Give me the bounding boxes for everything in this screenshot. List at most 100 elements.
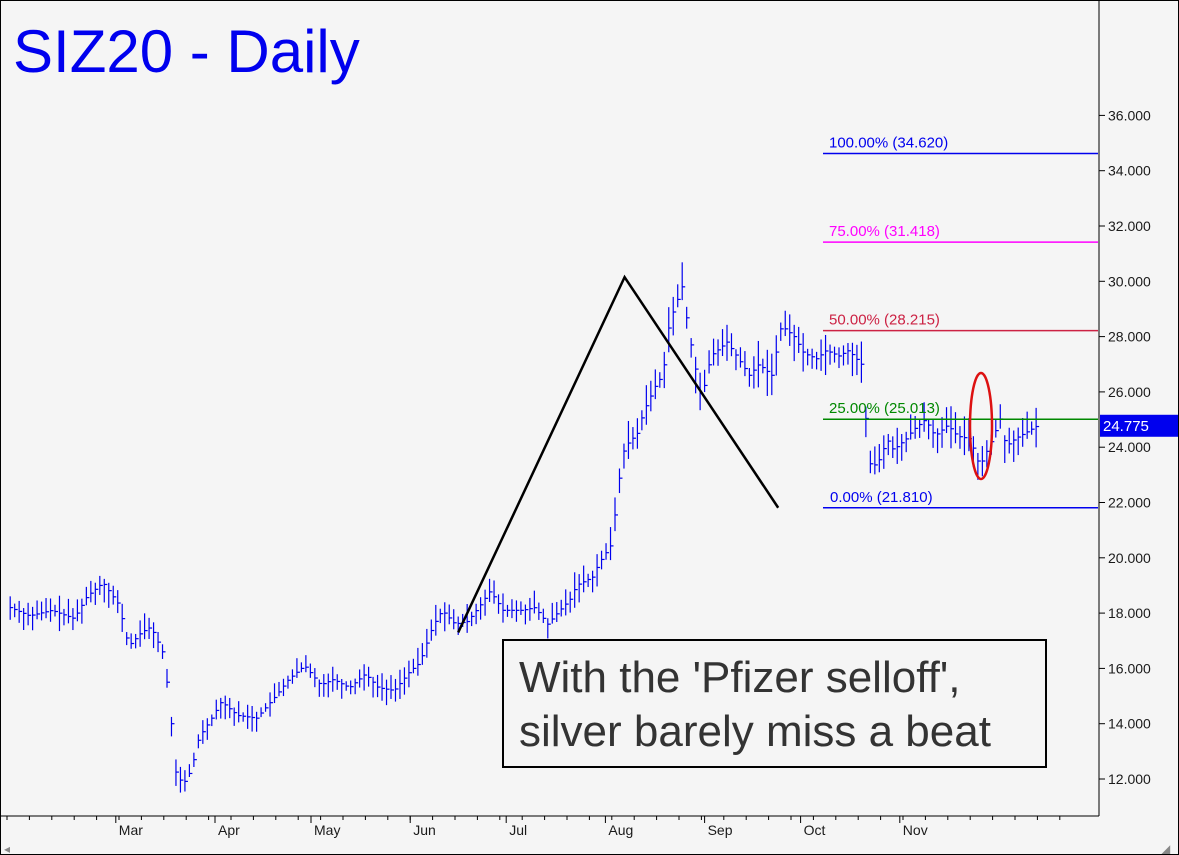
price-bar <box>547 618 551 639</box>
price-bar <box>681 262 686 301</box>
price-bar <box>659 372 663 388</box>
price-bar <box>18 600 23 623</box>
price-bar <box>282 678 287 697</box>
price-bar <box>471 611 475 627</box>
price-bar <box>233 707 238 726</box>
price-bar <box>188 764 193 778</box>
price-bar <box>157 631 162 653</box>
price-bar <box>412 658 417 674</box>
price-bar <box>215 699 220 720</box>
annotation-line-1: With the 'Pfizer selloff', <box>519 653 960 702</box>
y-axis-ticks: 12.000 14.000 16.000 18.000 20.000 22.000 24.0… <box>1099 107 1151 787</box>
price-bar <box>493 580 498 604</box>
price-bar <box>309 663 314 678</box>
price-bar <box>99 575 103 595</box>
price-bar <box>117 590 121 614</box>
price-bar <box>152 622 157 649</box>
price-bar <box>641 410 645 431</box>
annotation-frame <box>502 639 1047 768</box>
price-bar <box>775 335 780 376</box>
last-price-badge-bg <box>1100 414 1178 437</box>
price-bar <box>748 367 753 387</box>
price-bar <box>569 591 574 613</box>
scrollbar[interactable]: ◂ ◢ <box>1 841 1179 855</box>
price-bar <box>359 669 363 688</box>
price-bar <box>838 347 842 369</box>
price-bar <box>336 674 341 690</box>
fib-lines-group: 100.00% (34.620) 75.00% (31.418) 50.00% (2… <box>823 135 1098 509</box>
price-bar <box>58 595 63 632</box>
price-bar <box>381 673 386 701</box>
price-bar <box>820 339 825 371</box>
price-bar <box>632 427 636 450</box>
scroll-left-icon[interactable]: ◂ <box>4 842 10 855</box>
price-bar <box>511 599 515 619</box>
price-bar <box>905 431 910 453</box>
x-tick-label: Aug <box>608 822 633 838</box>
price-bar <box>466 603 471 633</box>
price-bar <box>63 608 67 626</box>
price-bar <box>9 596 14 620</box>
price-bar <box>730 333 735 357</box>
resize-grip-icon[interactable]: ◢ <box>1161 842 1171 855</box>
price-bar <box>14 603 18 618</box>
price-bar <box>636 418 641 449</box>
price-bar <box>766 349 771 396</box>
price-bar <box>565 589 569 616</box>
price-bar <box>497 594 502 614</box>
price-bar <box>363 664 368 691</box>
price-bar <box>376 674 381 698</box>
price-bar <box>242 712 247 722</box>
price-bar <box>112 585 117 605</box>
price-bar <box>144 613 148 640</box>
price-bar <box>703 369 708 393</box>
scrollbar-track[interactable] <box>1 841 1179 855</box>
price-bar <box>341 678 345 699</box>
price-bar <box>954 412 959 444</box>
price-bar <box>789 314 793 346</box>
price-bar <box>121 603 126 632</box>
x-tick-label: Jul <box>509 822 527 838</box>
x-tick-label: Apr <box>218 822 240 838</box>
price-bar <box>54 604 58 617</box>
price-bar <box>202 720 206 744</box>
y-tick-label: 12.000 <box>1108 771 1151 787</box>
price-bar <box>40 601 45 621</box>
chart-title: SIZ20 - Daily <box>13 18 360 85</box>
y-tick-label: 14.000 <box>1108 716 1151 732</box>
price-bar <box>892 436 896 458</box>
price-bar <box>318 679 323 697</box>
price-bar <box>103 578 108 603</box>
price-bar <box>126 632 130 646</box>
price-bar <box>753 356 757 389</box>
price-bar <box>130 633 135 649</box>
price-bar <box>677 284 681 308</box>
price-bar <box>726 324 730 361</box>
price-bar <box>663 351 668 389</box>
price-bar <box>81 598 85 624</box>
price-bar <box>444 602 448 632</box>
price-bar <box>32 606 36 631</box>
price-bar <box>878 444 883 473</box>
price-bar <box>224 695 229 720</box>
price-bar <box>784 310 789 337</box>
price-bar <box>847 343 851 365</box>
price-bar <box>502 593 506 623</box>
price-bar <box>815 351 820 370</box>
price-bar <box>296 658 300 678</box>
y-tick-label: 22.000 <box>1108 495 1151 511</box>
price-bar <box>453 609 457 630</box>
price-bar <box>488 578 493 603</box>
price-bar <box>305 655 309 673</box>
price-bar <box>1017 427 1022 456</box>
price-bar <box>627 420 632 459</box>
price-bar <box>179 766 184 793</box>
price-bar <box>480 597 484 620</box>
price-bar <box>963 416 968 456</box>
price-bar <box>654 369 659 400</box>
price-bar <box>238 701 242 723</box>
price-bar <box>874 446 878 475</box>
price-bar <box>354 678 359 695</box>
price-bar <box>251 705 256 732</box>
